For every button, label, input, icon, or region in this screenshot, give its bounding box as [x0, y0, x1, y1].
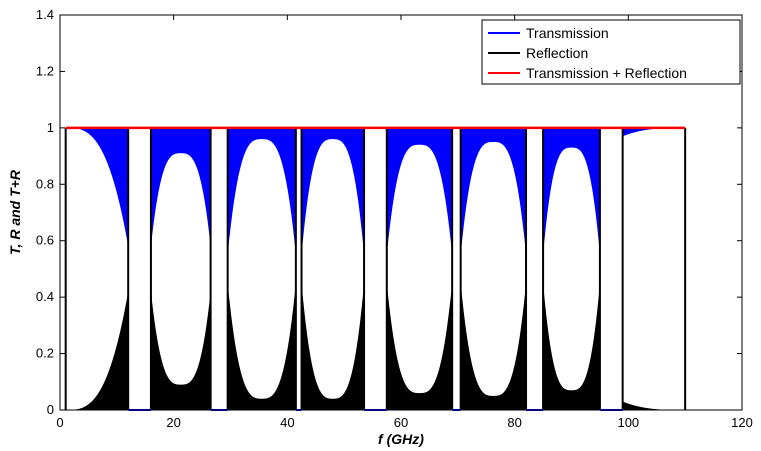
y-tick-label: 0.8 [36, 176, 54, 191]
plot-area [64, 126, 687, 411]
legend-label-reflection: Reflection [526, 45, 588, 61]
y-tick-label: 1 [47, 120, 54, 135]
y-axis-label: T, R and T+R [7, 169, 23, 255]
x-tick-label: 100 [617, 415, 639, 430]
y-tick-label: 0 [47, 402, 54, 417]
reflection-fill-band [301, 283, 365, 410]
transmission-fill-band [227, 127, 296, 255]
reflection-fill-band [227, 283, 296, 410]
legend-box [481, 19, 741, 85]
transmission-fill-band [622, 127, 686, 137]
reflection-fill-band [65, 291, 129, 410]
legend: Transmission Reflection Transmission + R… [481, 19, 741, 85]
series-fills [65, 127, 686, 410]
y-tick-label: 0.2 [36, 346, 54, 361]
x-tick-label: 120 [731, 415, 753, 430]
reflection-fill-band [386, 283, 453, 410]
reflection-fill-band [460, 283, 527, 410]
reflection-fill-band [622, 401, 686, 410]
legend-item-reflection: Reflection [488, 45, 588, 61]
transmission-fill-band [460, 127, 527, 255]
transmission-fill-band [150, 127, 211, 247]
x-tick-label: 60 [394, 415, 408, 430]
series-lines [64, 126, 687, 411]
x-tick-label: 40 [280, 415, 294, 430]
y-tick-label: 0.4 [36, 289, 54, 304]
legend-label-transmission: Transmission [526, 25, 609, 41]
transmission-fill-band [65, 127, 129, 247]
transmission-fill-band [543, 127, 600, 255]
x-tick-label: 0 [56, 415, 63, 430]
reflection-fill-band [150, 291, 211, 410]
y-tick-label: 1.4 [36, 7, 54, 22]
y-tick-label: 0.6 [36, 233, 54, 248]
legend-item-sum: Transmission + Reflection [488, 65, 687, 81]
y-tick-label: 1.2 [36, 63, 54, 78]
legend-item-transmission: Transmission [488, 25, 609, 41]
axis-ticks: 0 20 40 60 80 100 120 0 0.2 0.4 0.6 0.8 1 1.2 1.4 [36, 7, 753, 430]
transmission-fill-band [301, 127, 365, 255]
x-tick-label: 20 [166, 415, 180, 430]
transmission-fill-band [386, 127, 453, 255]
x-axis-label: f (GHz) [378, 431, 424, 447]
reflection-fill-band [543, 283, 600, 410]
x-tick-label: 80 [507, 415, 521, 430]
legend-label-sum: Transmission + Reflection [526, 65, 687, 81]
